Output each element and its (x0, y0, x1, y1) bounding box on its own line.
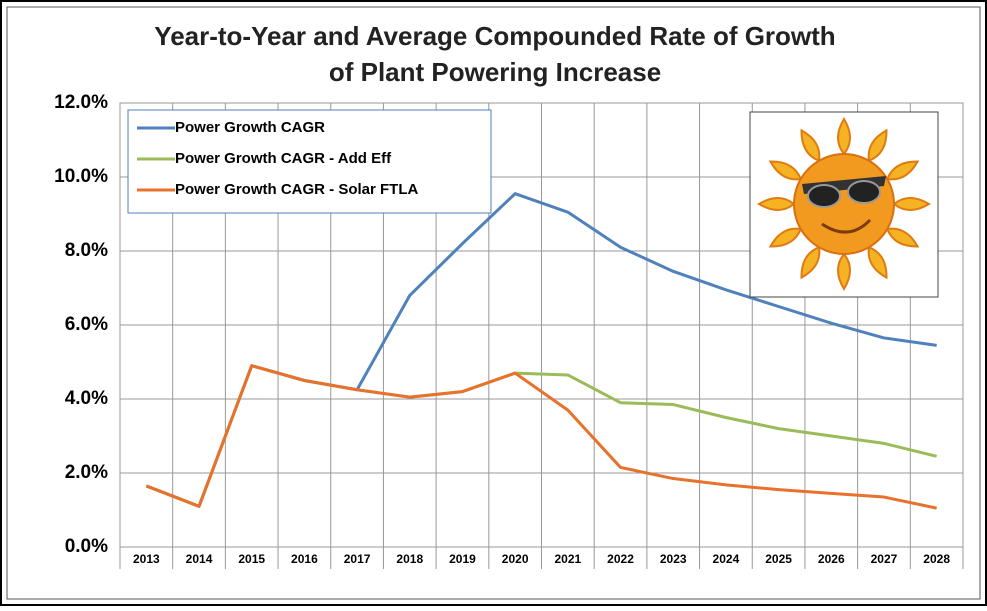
y-tick-label: 6.0% (65, 314, 108, 335)
sun-picture (749, 111, 939, 298)
x-tick-label: 2020 (502, 552, 529, 566)
legend-label: Power Growth CAGR (175, 119, 325, 136)
x-tick-label: 2014 (186, 552, 213, 566)
x-tick-label: 2022 (607, 552, 634, 566)
series-line (145, 364, 937, 510)
x-tick-label: 2024 (713, 552, 740, 566)
y-tick-label: 12.0% (54, 92, 108, 113)
y-tick-label: 0.0% (65, 536, 108, 557)
y-tick-label: 2.0% (65, 462, 108, 483)
legend-box (127, 109, 492, 214)
y-tick-label: 8.0% (65, 240, 108, 261)
x-tick-label: 2021 (554, 552, 581, 566)
chart-frame (6, 6, 981, 600)
x-tick-label: 2013 (133, 552, 160, 566)
x-tick-label: 2016 (291, 552, 318, 566)
x-tick-label: 2019 (449, 552, 476, 566)
legend-label: Power Growth CAGR - Add Eff (175, 150, 392, 167)
x-tick-label: 2015 (238, 552, 265, 566)
x-tick-label: 2023 (660, 552, 687, 566)
legend-label: Power Growth CAGR - Solar FTLA (175, 181, 419, 198)
x-tick-label: 2017 (344, 552, 371, 566)
x-tick-label: 2028 (923, 552, 950, 566)
y-tick-label: 10.0% (54, 166, 108, 187)
x-tick-label: 2027 (871, 552, 898, 566)
x-tick-label: 2018 (396, 552, 423, 566)
chart-title: of Plant Powering Increase (329, 57, 661, 87)
x-tick-label: 2025 (765, 552, 792, 566)
y-tick-label: 4.0% (65, 388, 108, 409)
chart-title: Year-to-Year and Average Compounded Rate… (154, 21, 835, 51)
x-tick-label: 2026 (818, 552, 845, 566)
